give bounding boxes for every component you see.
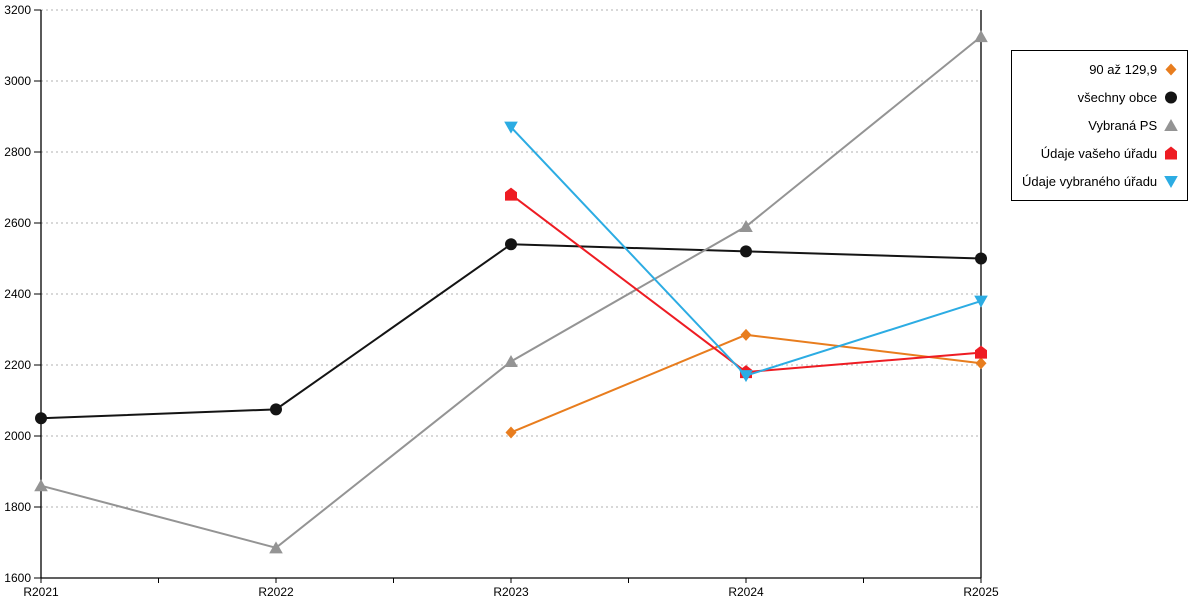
- data-point-triangle-up-icon: [974, 30, 988, 43]
- triangle-up-icon: [1164, 118, 1178, 131]
- y-tick-label: 3000: [4, 74, 31, 88]
- data-point-triangle-down-icon: [739, 370, 753, 383]
- data-point-diamond-icon: [740, 328, 752, 341]
- data-point-diamond-icon: [975, 357, 987, 370]
- x-tick-label: R2022: [258, 585, 294, 599]
- triangle-down-icon: [1164, 175, 1178, 188]
- diamond-icon: [1165, 63, 1177, 75]
- legend-item: 90 až 129,9: [1022, 55, 1179, 83]
- circle-icon: [1165, 91, 1178, 103]
- series-line: [40, 35, 982, 549]
- x-axis-labels: R2021 R2022 R2023 R2024 R2025: [23, 585, 999, 599]
- data-point-triangle-up-icon: [739, 220, 753, 233]
- data-point-triangle-up-icon: [269, 541, 283, 554]
- data-point-diamond-icon: [505, 426, 517, 439]
- y-tick-label: 1800: [4, 500, 31, 514]
- legend-item: všechny obce: [1022, 83, 1179, 111]
- data-point-circle-icon: [505, 238, 517, 251]
- series-line: [40, 243, 982, 420]
- y-axis-labels: 1600 1800 2000 2200 2400 2600 2800 3000 3200: [4, 3, 31, 585]
- series-2: [34, 30, 988, 554]
- legend-label: Údaje vybraného úřadu: [1022, 173, 1158, 189]
- series-4: [504, 121, 988, 383]
- data-point-triangle-down-icon: [504, 121, 518, 134]
- pentagon-icon: [1165, 146, 1178, 159]
- data-point-triangle-up-icon: [504, 354, 518, 367]
- series-3: [505, 187, 987, 379]
- axes: [34, 9, 982, 583]
- legend-label: všechny obce: [1077, 89, 1158, 105]
- pentagon-icon: [1165, 146, 1178, 159]
- y-tick-label: 2000: [4, 429, 31, 443]
- y-tick-label: 2200: [4, 358, 31, 372]
- legend-item: Údaje vašeho úřadu: [1022, 139, 1179, 167]
- circle-icon: [1165, 91, 1178, 103]
- series-1: [35, 238, 987, 425]
- triangle-up-icon: [1164, 118, 1178, 131]
- triangle-down-icon: [1164, 175, 1178, 188]
- x-tick-label: R2025: [963, 585, 999, 599]
- data-point-circle-icon: [975, 252, 987, 265]
- y-tick-label: 1600: [4, 571, 31, 585]
- data-point-triangle-up-icon: [34, 479, 48, 492]
- legend-label: 90 až 129,9: [1089, 61, 1158, 77]
- data-point-pentagon-icon: [975, 345, 987, 359]
- series-0: [505, 328, 987, 439]
- data-point-triangle-down-icon: [974, 295, 988, 308]
- legend-label: Údaje vašeho úřadu: [1040, 145, 1158, 161]
- data-point-circle-icon: [270, 403, 282, 416]
- y-tick-label: 2400: [4, 287, 31, 301]
- x-tick-label: R2024: [728, 585, 764, 599]
- x-tick-label: R2023: [493, 585, 529, 599]
- legend-item: Údaje vybraného úřadu: [1022, 167, 1179, 195]
- data-point-circle-icon: [740, 245, 752, 258]
- legend-item: Vybraná PS: [1022, 111, 1179, 139]
- legend: 90 až 129,9 všechny obce Vybraná PS Údaje v…: [1011, 50, 1189, 201]
- diamond-icon: [1165, 63, 1177, 75]
- data-point-pentagon-icon: [505, 187, 517, 201]
- series-line: [510, 333, 982, 434]
- y-tick-label: 3200: [4, 3, 31, 17]
- y-tick-label: 2800: [4, 145, 31, 159]
- data-point-circle-icon: [35, 412, 47, 425]
- x-tick-label: R2021: [23, 585, 59, 599]
- legend-label: Vybraná PS: [1088, 117, 1158, 133]
- y-tick-label: 2600: [4, 216, 31, 230]
